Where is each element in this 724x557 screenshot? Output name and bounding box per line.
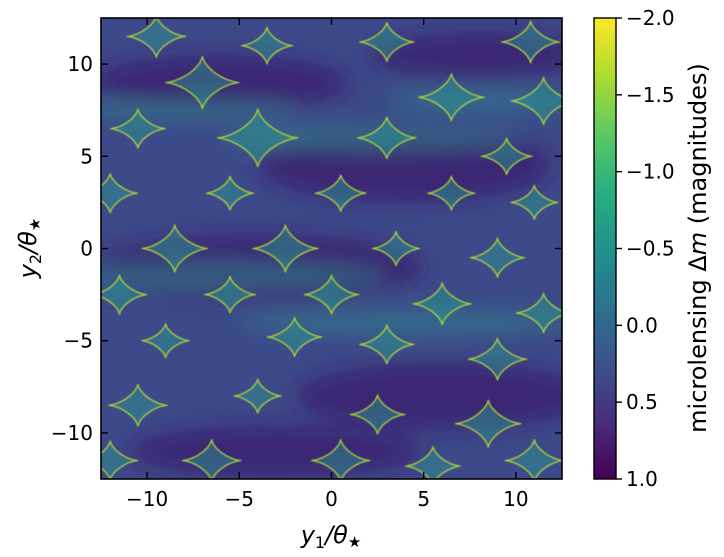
caustic-curve [501, 20, 561, 64]
dark-region [294, 362, 562, 430]
caustic-curve [165, 56, 240, 110]
caustic-curve [204, 275, 256, 314]
colorbar-tick-label: −1.5 [626, 83, 675, 107]
bright-streak [101, 263, 387, 290]
caustic-curve [359, 22, 415, 62]
colorbar-tick-label: −2.0 [626, 6, 675, 30]
y-tick-label: 10 [68, 52, 93, 76]
caustic-curve [240, 26, 294, 65]
x-axis-ticks: −10 −5 0 5 10 [126, 18, 529, 511]
x-axis-label: y1/θ★ [300, 521, 362, 552]
caustic-curve [252, 224, 319, 273]
x-tick-label: 0 [325, 487, 338, 511]
x-tick-label: −5 [225, 487, 254, 511]
caustic-curve [101, 440, 139, 479]
y-tick-label: 5 [80, 144, 93, 168]
caustic-curve [357, 116, 417, 160]
caustic-curve [217, 108, 299, 168]
caustic-curve [427, 175, 476, 211]
caustic-curve [126, 18, 187, 58]
caustic-curve [359, 324, 415, 365]
caustic-curve [418, 73, 485, 122]
colorbar-tick-label: 0.0 [626, 313, 658, 337]
caustic-curve [504, 439, 562, 479]
caustic-curve [109, 108, 166, 149]
colorbar-tick-label: −1.0 [626, 160, 675, 184]
colorbar-tick-label: −0.5 [626, 237, 675, 261]
caustic-curve [206, 175, 255, 211]
caustic-curve [467, 337, 528, 381]
colorbar-ticks: −2.0 −1.5 −1.0 −0.5 0.0 0.5 1.0 [616, 6, 675, 491]
bright-streak [101, 100, 295, 120]
caustic-curve [314, 174, 367, 212]
colorbar: −2.0 −1.5 −1.0 −0.5 0.0 0.5 1.0 microlensing Δ… [593, 6, 712, 491]
caustic-curve [480, 137, 533, 175]
y-tick-label: 0 [80, 237, 93, 261]
caustic-curve [510, 184, 559, 220]
caustic-curve [455, 399, 522, 448]
magnification-map [101, 18, 562, 479]
caustic-curve [101, 274, 148, 315]
caustic-curve [108, 384, 168, 427]
caustic-curve [311, 439, 371, 479]
caustic-curve [303, 274, 360, 315]
colorbar-label: microlensing Δm (magnitudes) [684, 63, 712, 433]
caustic-layer [101, 18, 562, 479]
caustic-curve [181, 439, 242, 479]
caustic-curve [233, 378, 282, 414]
x-tick-label: 10 [503, 487, 528, 511]
y-axis-label: y2/θ★ [14, 218, 45, 280]
y-tick-label: −10 [51, 421, 93, 445]
y-axis-ticks: −10 −5 0 5 10 [51, 52, 562, 445]
caustic-curve [372, 230, 420, 267]
x-tick-label: −10 [126, 487, 168, 511]
caustic-curve [405, 446, 461, 479]
caustic-curve [412, 282, 472, 326]
caustic-curve [141, 224, 208, 273]
dark-region [128, 425, 424, 478]
bright-streak [239, 311, 562, 334]
caustic-curve [510, 76, 562, 126]
y-tick-label: −5 [64, 329, 93, 353]
caustic-curve [101, 173, 138, 214]
caustic-curve [349, 394, 406, 435]
caustic-curve [515, 292, 562, 334]
caustic-curve [469, 237, 526, 278]
caustic-curve [141, 323, 190, 359]
x-tick-label: 5 [417, 487, 430, 511]
caustic-curve [267, 317, 323, 357]
colorbar-tick-label: 0.5 [626, 390, 658, 414]
colorbar-tick-label: 1.0 [626, 467, 658, 491]
colorbar-gradient [593, 17, 617, 480]
